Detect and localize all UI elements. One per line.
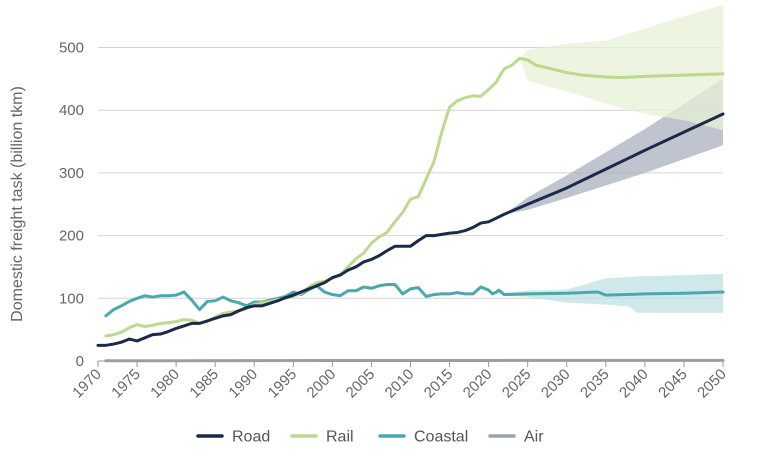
legend-item-rail: Rail <box>290 429 354 446</box>
legend-label: Coastal <box>414 429 468 446</box>
x-tick-label: 1970 <box>69 366 105 402</box>
road-line <box>96 112 725 347</box>
y-tick-label: 400 <box>59 102 84 119</box>
y-tick-labels: 0 100 200 300 400 500 <box>59 40 84 371</box>
legend: Road Rail Coastal Air <box>196 429 544 446</box>
y-tick-label: 0 <box>76 353 84 370</box>
x-tick-label: 2040 <box>616 366 652 402</box>
y-tick-label: 100 <box>59 290 84 307</box>
uncertainty-bands <box>492 4 723 313</box>
x-tick-label: 2020 <box>460 366 496 402</box>
legend-label: Rail <box>326 429 354 446</box>
y-tick-label: 300 <box>59 165 84 182</box>
x-tick-label: 2045 <box>655 366 691 402</box>
road-forecast-band <box>504 78 723 215</box>
coastal-forecast-band <box>492 273 723 313</box>
x-tick-label: 2030 <box>538 366 574 402</box>
legend-label: Road <box>232 429 270 446</box>
x-tick-label: 2005 <box>343 366 379 402</box>
x-tick-label: 1990 <box>225 366 261 402</box>
rail-line <box>104 56 725 338</box>
legend-item-air: Air <box>488 429 544 446</box>
x-tick-label: 1980 <box>147 366 183 402</box>
legend-label: Air <box>524 429 544 446</box>
x-tick-label: 2000 <box>304 366 340 402</box>
x-tick-label: 2015 <box>421 366 457 402</box>
x-tick-label: 2050 <box>694 366 730 402</box>
x-tick-label: 2025 <box>499 366 535 402</box>
legend-item-coastal: Coastal <box>378 429 468 446</box>
x-tick-label: 1985 <box>186 366 222 402</box>
x-tick-label: 1995 <box>265 366 301 402</box>
series-lines <box>96 56 725 363</box>
rail-forecast-band <box>519 4 723 131</box>
x-tick-label: 2035 <box>577 366 613 402</box>
y-axis-title: Domestic freight task (billion tkm) <box>9 86 26 322</box>
x-tick-label: 1975 <box>108 366 144 402</box>
coastal-line <box>104 283 725 318</box>
x-tick-label: 2010 <box>382 366 418 402</box>
y-tick-label: 500 <box>59 40 84 57</box>
x-tick-labels: 1970 1975 1980 1985 1990 1995 2000 2005 2010 2015… <box>69 361 730 401</box>
y-tick-label: 200 <box>59 228 84 245</box>
legend-item-road: Road <box>196 429 270 446</box>
